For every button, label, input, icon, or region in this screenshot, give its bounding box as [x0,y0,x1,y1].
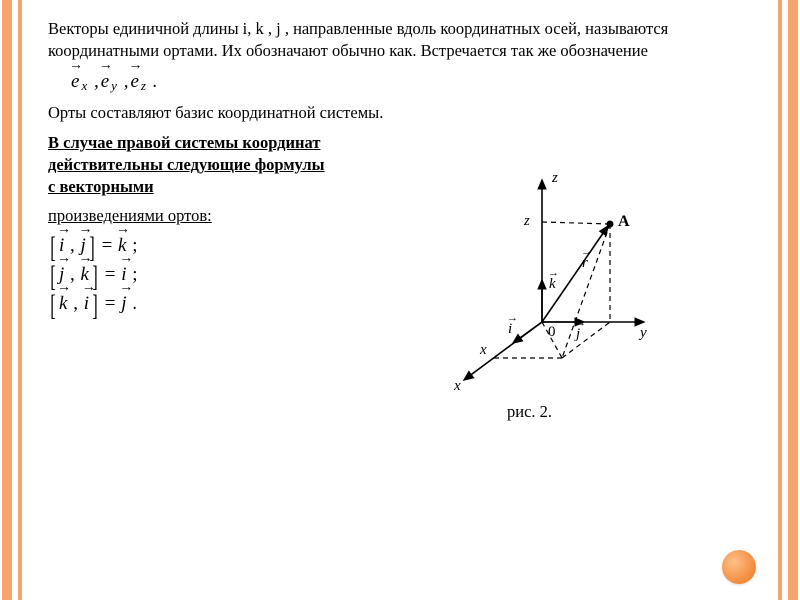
notation-unit-vectors: ex ,ey ,ez . [70,71,752,94]
next-slide-button[interactable] [722,550,756,584]
slide-content: Векторы единичной длины i, k , j , напра… [48,18,752,588]
svg-text:→: → [548,267,559,279]
figure-caption: рис. 2. [507,402,552,422]
paragraph-intro: Векторы единичной длины i, k , j , напра… [48,18,752,63]
svg-text:0: 0 [548,324,556,340]
decor-stripe-left-outer [2,0,12,600]
decor-stripe-left-inner [18,0,22,600]
decor-stripe-right-outer [788,0,798,600]
svg-text:y: y [638,325,647,341]
svg-text:→: → [507,312,518,324]
right-column: zyx0k→j→i→r→Azx рис. 2. [342,132,752,432]
left-column: В случае правой системы координат действ… [48,132,328,322]
svg-text:x: x [479,342,487,358]
svg-text:z: z [523,213,530,229]
svg-text:A: A [618,213,630,230]
decor-stripe-right-inner [778,0,782,600]
heading-right-hand-system: В случае правой системы координат действ… [48,132,328,199]
figure-3d-axes: zyx0k→j→i→r→Azx [392,162,652,392]
svg-text:z: z [551,170,558,186]
svg-text:→: → [581,246,592,258]
paragraph-basis: Орты составляют базис координатной систе… [48,102,752,124]
svg-text:x: x [453,378,461,392]
cross-product-list: [i , j] = k ;[j , k] = i ;[k , i] = j . [48,235,328,316]
cross-product-line: [k , i] = j . [48,293,328,316]
